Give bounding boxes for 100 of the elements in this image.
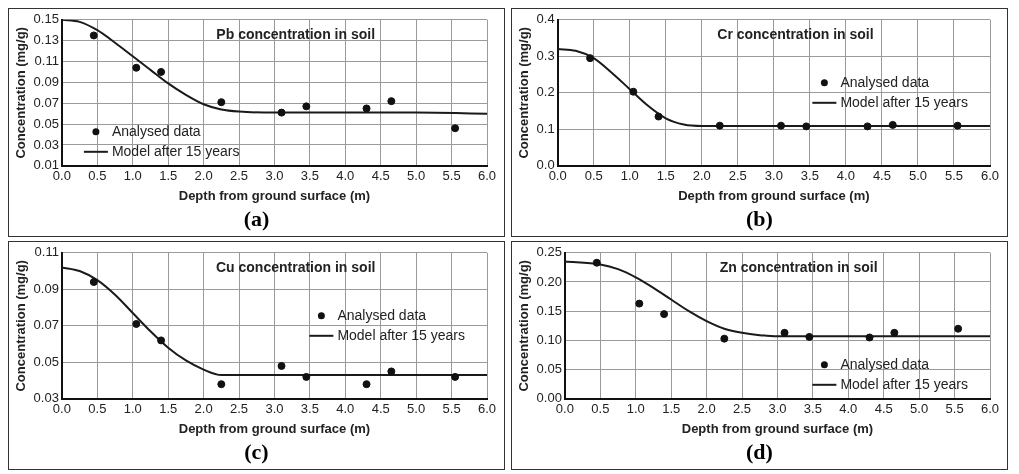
x-tick-label: 3.0	[764, 168, 783, 184]
point	[302, 372, 311, 381]
legend-label: Model after 15 years	[111, 142, 240, 159]
x-tick-label: 2.5	[728, 168, 747, 184]
x-tick-label: 1.0	[626, 401, 645, 417]
point	[451, 372, 460, 381]
y-tick-label: 0.20	[536, 273, 562, 289]
point	[777, 121, 786, 130]
x-tick-label: 3.5	[300, 168, 319, 184]
legend-label: Analysed data	[840, 73, 930, 90]
x-tick-label: 2.5	[732, 401, 752, 417]
x-tick-label: 4.0	[836, 168, 855, 184]
chart-title: Cr concentration in soil	[717, 25, 874, 42]
x-tick-label: 5.0	[908, 168, 927, 184]
text: (c)	[243, 438, 270, 466]
x-tick-label: 6.0	[477, 401, 497, 417]
point	[586, 54, 595, 63]
x-tick-label: 5.0	[910, 401, 929, 417]
x-tick-label: 2.0	[692, 168, 711, 184]
y-tick-label: 0.07	[33, 94, 59, 110]
y-tick-label: 0.15	[536, 302, 562, 318]
x-tick-label: 5.5	[945, 401, 964, 417]
x-axis-title: Depth from ground surface (m)	[178, 420, 371, 436]
x-tick-label: 0.5	[591, 401, 610, 417]
point	[362, 380, 371, 389]
x-tick-label: 1.0	[123, 168, 142, 184]
x-tick-label: 5.0	[407, 168, 426, 184]
point	[132, 63, 141, 72]
y-tick-label: 0.15	[33, 11, 59, 27]
point	[890, 328, 899, 337]
x-axis-title: Depth from ground surface (m)	[178, 187, 371, 203]
y-tick-label: 0.05	[536, 361, 562, 377]
legend-label: Model after 15 years	[337, 326, 465, 343]
y-tick-label: 0.3	[536, 47, 555, 63]
x-tick-label: 2.0	[194, 168, 213, 184]
legend-label: Model after 15 years	[840, 93, 968, 110]
x-tick-label: 3.0	[265, 401, 284, 417]
point	[277, 361, 286, 370]
x-tick-label: 1.0	[123, 401, 142, 417]
x-axis-title: Depth from ground surface (m)	[678, 187, 870, 203]
point	[387, 367, 396, 376]
chart-title: Cu concentration in soil	[215, 258, 376, 275]
point	[715, 121, 724, 130]
point	[157, 336, 166, 345]
point	[89, 31, 98, 40]
point	[865, 333, 874, 342]
x-tick-label: 0.0	[52, 168, 71, 184]
y-tick-label: 0.10	[536, 331, 562, 347]
point	[720, 334, 729, 343]
text: (a)	[242, 205, 271, 233]
x-tick-label: 5.0	[407, 401, 426, 417]
y-tick-label: 0.07	[33, 317, 59, 333]
text: Zn concentration in soil	[719, 258, 878, 275]
y-axis-title: Concentration (mg/g)	[516, 27, 532, 159]
legend-label: Model after 15 years	[840, 375, 968, 392]
y-tick-label: 0.4	[536, 11, 555, 27]
x-tick-label: 5.5	[442, 401, 461, 417]
x-tick-label: 6.0	[477, 168, 497, 184]
x-tick-label: 0.5	[88, 168, 107, 184]
x-tick-label: 6.0	[980, 168, 1000, 184]
x-tick-label: 2.5	[229, 168, 249, 184]
point	[654, 112, 663, 121]
point	[157, 67, 166, 76]
point	[629, 87, 638, 96]
chart-title: Pb concentration in soil	[216, 25, 376, 42]
x-tick-label: 4.0	[336, 168, 355, 184]
y-tick-label: 0.11	[34, 53, 59, 69]
y-tick-label: 0.11	[34, 244, 59, 260]
y-tick-label: 0.05	[33, 353, 59, 369]
x-tick-label: 0.5	[88, 401, 107, 417]
x-tick-label: 1.5	[159, 401, 178, 417]
point	[954, 324, 963, 333]
y-tick-label: 0.13	[33, 32, 59, 48]
point	[660, 310, 669, 319]
point	[802, 122, 811, 131]
x-tick-label: 3.5	[803, 401, 822, 417]
legend-label: Analysed data	[111, 122, 201, 139]
point	[888, 120, 897, 129]
x-tick-label: 2.0	[697, 401, 716, 417]
x-tick-label: 1.5	[159, 168, 178, 184]
x-tick-label: 2.5	[229, 401, 249, 417]
x-tick-label: 4.0	[336, 401, 355, 417]
y-tick-label: 0.05	[33, 115, 59, 131]
y-axis-title: Concentration (mg/g)	[516, 260, 532, 392]
text: (d)	[745, 438, 774, 466]
y-tick-label: 0.09	[33, 280, 59, 296]
point	[953, 121, 962, 130]
point	[302, 102, 311, 111]
x-tick-label: 4.5	[872, 168, 891, 184]
y-tick-label: 0.09	[33, 73, 59, 89]
x-tick-label: 3.5	[800, 168, 819, 184]
y-axis-title: Concentration (mg/g)	[13, 27, 29, 159]
point	[362, 104, 371, 113]
x-tick-label: 2.0	[194, 401, 213, 417]
y-tick-label: 0.1	[536, 120, 555, 136]
x-tick-label: 0.0	[52, 401, 71, 417]
x-tick-label: 6.0	[980, 401, 1000, 417]
x-tick-label: 5.5	[944, 168, 964, 184]
x-tick-label: 1.5	[662, 401, 681, 417]
point	[89, 278, 98, 286]
